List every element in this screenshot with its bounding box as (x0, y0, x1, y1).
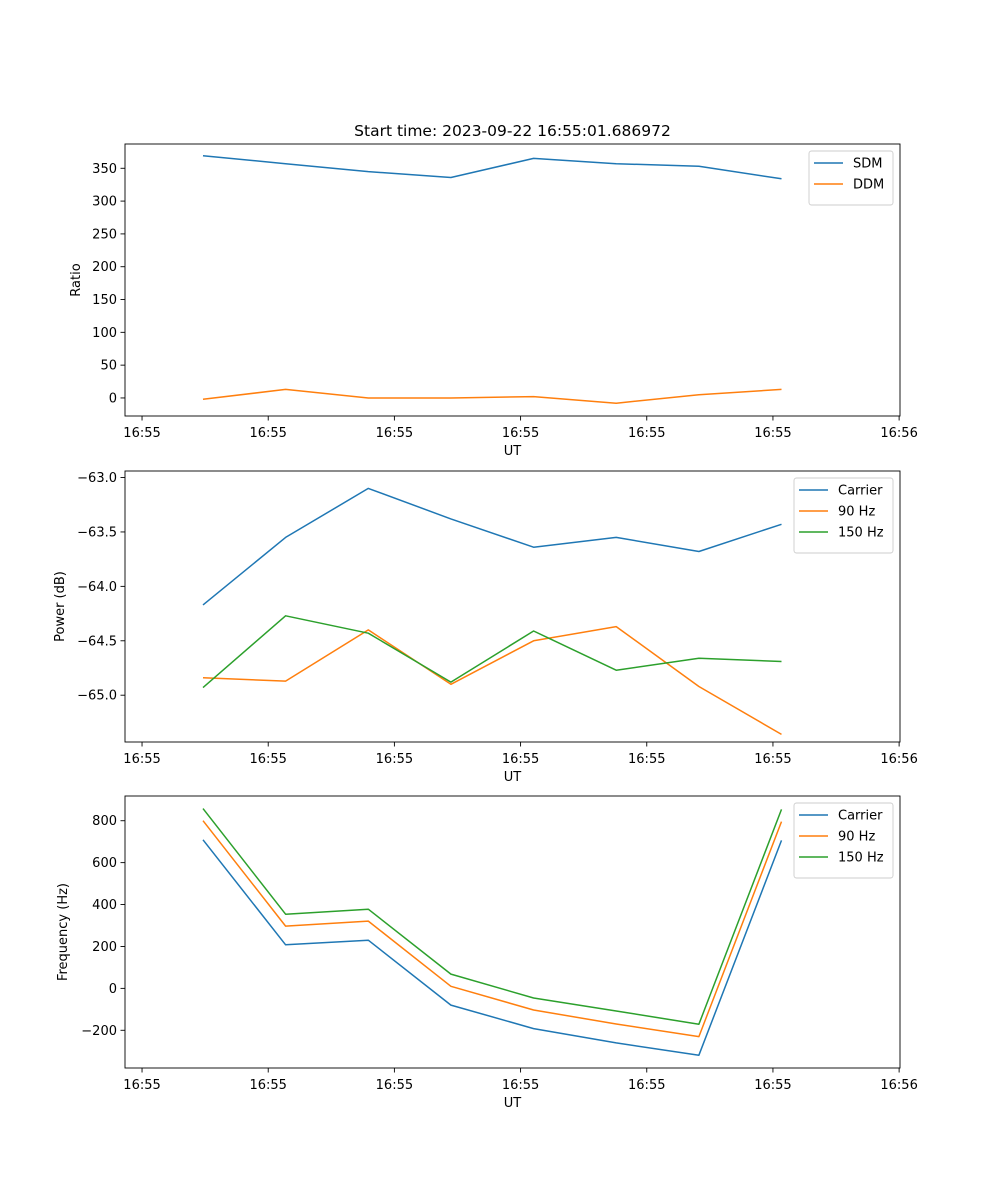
y-tick-label: 300 (92, 195, 117, 210)
y-tick-label: −63.5 (77, 525, 117, 540)
legend: Carrier 90 Hz 150 Hz (793, 477, 894, 554)
y-tick-label: 0 (109, 391, 117, 406)
legend-label: Carrier (838, 484, 883, 499)
y-tick-label: −200 (81, 1024, 117, 1039)
x-axis-label: UT (504, 770, 522, 785)
y-tick-label: 100 (92, 326, 117, 341)
x-tick-label: 16:55 (123, 1078, 160, 1093)
series-line-ddm (202, 388, 782, 404)
legend-box (793, 477, 894, 554)
legend-label: 150 Hz (838, 851, 884, 866)
y-tick-label: 800 (92, 814, 117, 829)
x-tick-label: 16:55 (376, 426, 413, 441)
y-tick-label: 400 (92, 898, 117, 913)
y-tick-label: 0 (109, 982, 117, 997)
axes-frame (124, 795, 901, 1069)
series-line-90-hz (202, 625, 782, 736)
x-tick-label: 16:55 (249, 426, 286, 441)
y-tick-label: 150 (92, 293, 117, 308)
y-tick-label: −64.0 (77, 580, 117, 595)
subplot-1: 16:55 16:55 16:55 16:55 16:55 16:55 16:56 0 50 10… (69, 122, 918, 459)
legend-label: 90 Hz (838, 505, 875, 520)
x-tick-label: 16:56 (880, 1078, 917, 1093)
x-tick-label: 16:55 (249, 752, 286, 767)
legend: Carrier 90 Hz 150 Hz (793, 802, 894, 879)
x-tick-label: 16:55 (249, 1078, 286, 1093)
y-axis-label: Frequency (Hz) (56, 883, 71, 981)
series-line-150-hz (202, 615, 782, 689)
legend: SDM DDM (808, 150, 894, 206)
subplot-2: 16:55 16:55 16:55 16:55 16:55 16:55 16:56 −65.0… (53, 470, 918, 785)
axes-frame (124, 470, 901, 743)
x-tick-label: 16:55 (628, 752, 665, 767)
y-tick-label: −63.0 (77, 471, 117, 486)
x-tick-label: 16:55 (123, 752, 160, 767)
legend-label: 90 Hz (838, 830, 875, 845)
subplot-3: 16:55 16:55 16:55 16:55 16:55 16:55 16:56 −200 0… (56, 795, 918, 1111)
chart-title: Start time: 2023-09-22 16:55:01.686972 (354, 122, 671, 140)
x-axis-label: UT (504, 1096, 522, 1111)
x-tick-label: 16:55 (502, 1078, 539, 1093)
legend-box (808, 150, 894, 206)
x-tick-label: 16:55 (754, 426, 791, 441)
y-tick-label: −64.5 (77, 634, 117, 649)
x-tick-label: 16:55 (376, 752, 413, 767)
series-line-sdm (202, 155, 782, 180)
legend-label: DDM (853, 178, 884, 193)
x-tick-label: 16:55 (502, 426, 539, 441)
axes-frame (124, 143, 901, 417)
legend-label: Carrier (838, 809, 883, 824)
y-tick-label: −65.0 (77, 689, 117, 704)
x-tick-label: 16:55 (628, 1078, 665, 1093)
y-axis-label: Power (dB) (53, 571, 68, 642)
y-tick-label: 600 (92, 856, 117, 871)
x-tick-label: 16:55 (123, 426, 160, 441)
x-tick-label: 16:55 (376, 1078, 413, 1093)
legend-label: 150 Hz (838, 526, 884, 541)
x-tick-label: 16:55 (628, 426, 665, 441)
x-tick-label: 16:56 (880, 426, 917, 441)
x-tick-label: 16:55 (754, 1078, 791, 1093)
series-line-carrier (202, 839, 783, 1056)
y-tick-label: 200 (92, 940, 117, 955)
series-line-carrier (202, 487, 782, 606)
x-tick-label: 16:55 (754, 752, 791, 767)
series-line-90-hz (202, 820, 783, 1038)
series-line-150-hz (202, 808, 783, 1025)
y-tick-label: 350 (92, 162, 117, 177)
x-axis-label: UT (504, 444, 522, 459)
x-tick-label: 16:56 (880, 752, 917, 767)
x-tick-label: 16:55 (502, 752, 539, 767)
legend-box (793, 802, 894, 879)
y-tick-label: 50 (100, 359, 117, 374)
legend-label: SDM (853, 157, 882, 172)
y-tick-label: 250 (92, 227, 117, 242)
y-axis-label: Ratio (69, 263, 84, 296)
y-tick-label: 200 (92, 260, 117, 275)
